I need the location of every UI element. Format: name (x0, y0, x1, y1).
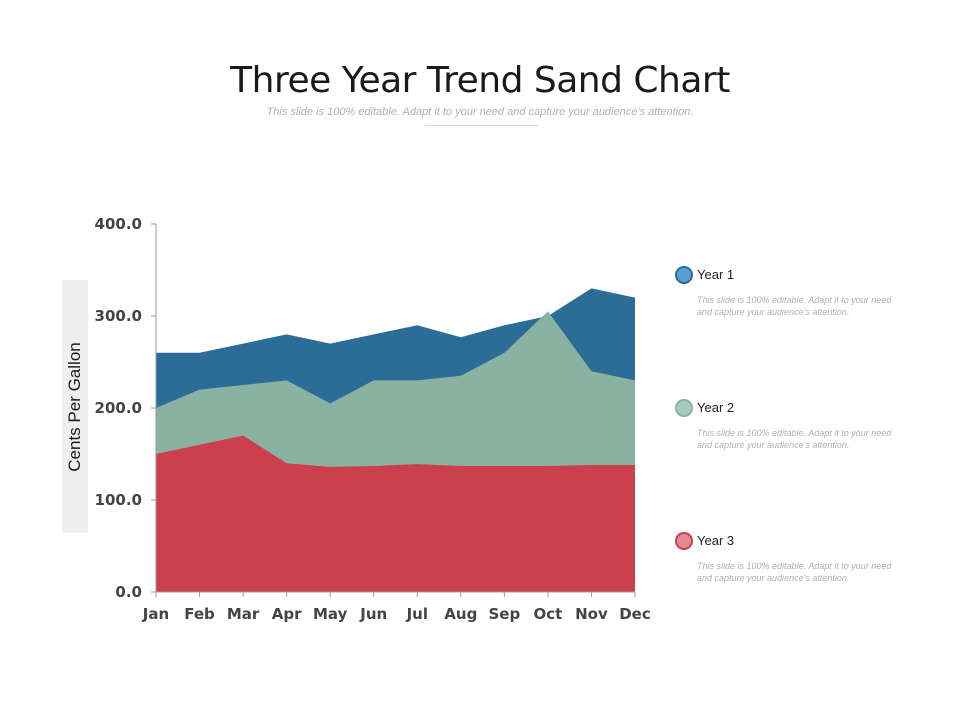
legend-dot-year-1 (675, 266, 693, 284)
x-tick-label: Jan (142, 605, 169, 623)
axes-group (151, 223, 636, 597)
x-tick-label: Oct (533, 605, 562, 623)
x-tick-label: Sep (489, 605, 521, 623)
x-tick-label: Feb (184, 605, 215, 623)
legend-description-year-2: This slide is 100% editable. Adapt it to… (697, 428, 892, 450)
x-tick-labels: Jan Feb Mar Apr May Jun Jul Aug Sep Oct Nov Dec (142, 605, 651, 623)
legend-dot-year-3 (675, 532, 693, 550)
chart-subtitle: This slide is 100% editable. Adapt it to… (266, 106, 694, 118)
x-tick-label: Dec (619, 605, 651, 623)
y-tick-labels: 0.0 100.0 200.0 300.0 400.0 (95, 215, 142, 601)
y-axis-label-panel (62, 280, 88, 533)
y-tick-label: 200.0 (95, 399, 142, 417)
x-tick-label: Jul (406, 605, 428, 623)
legend-description-year-3: This slide is 100% editable. Adapt it to… (697, 561, 892, 583)
x-tick-label: Aug (444, 605, 477, 623)
x-tick-label: Jun (359, 605, 387, 623)
x-tick-label: Apr (272, 605, 302, 623)
chart-title: Three Year Trend Sand Chart (230, 60, 730, 101)
y-tick-label: 400.0 (95, 215, 142, 233)
y-tick-label: 0.0 (115, 583, 142, 601)
legend-label-year-1: Year 1 (697, 267, 735, 282)
legend-description-year-1: This slide is 100% editable. Adapt it to… (697, 295, 892, 317)
title-divider (425, 125, 538, 126)
legend-label-year-3: Year 3 (697, 533, 735, 548)
legend-dot-year-2 (675, 399, 693, 417)
legend-label-year-2: Year 2 (697, 400, 735, 415)
y-tick-label: 100.0 (95, 491, 142, 509)
area-series-group (156, 288, 635, 592)
x-tick-label: Mar (227, 605, 260, 623)
x-tick-label: Nov (575, 605, 608, 623)
area-year-3 (156, 435, 635, 592)
y-tick-label: 300.0 (95, 307, 142, 325)
x-tick-label: May (313, 605, 348, 623)
